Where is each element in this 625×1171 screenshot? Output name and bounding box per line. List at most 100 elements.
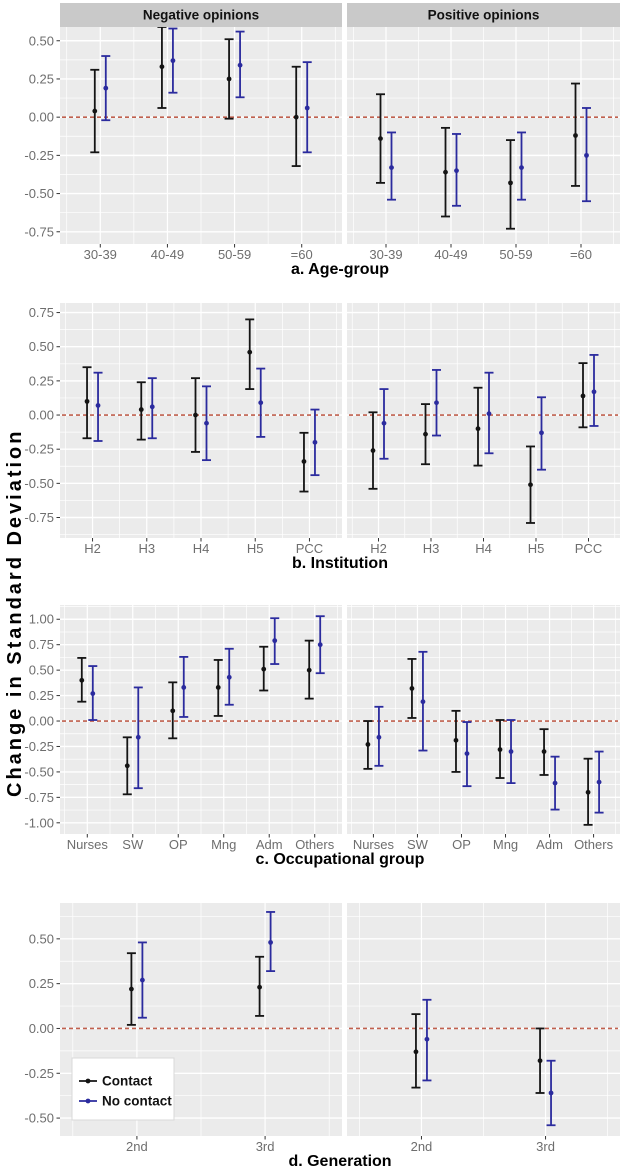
- point-estimate: [170, 708, 176, 714]
- series-contact: [90, 27, 301, 167]
- y-tick-label: -0.75: [24, 224, 54, 239]
- point-estimate: [424, 1036, 430, 1042]
- y-tick-label: 0.50: [29, 931, 54, 946]
- point-estimate: [443, 169, 448, 175]
- legend-label: No contact: [102, 1094, 172, 1109]
- point-estimate: [247, 349, 253, 355]
- facet-strip-label: Positive opinions: [428, 8, 540, 23]
- point-estimate: [381, 420, 387, 426]
- point-estimate: [378, 136, 383, 141]
- x-tick-label: =60: [570, 247, 592, 262]
- x-tick-label: Nurses: [67, 837, 109, 852]
- point-estimate: [306, 667, 312, 673]
- x-tick-label: Others: [574, 837, 614, 852]
- x-tick-label: H5: [247, 541, 264, 556]
- x-tick-label: 40-49: [434, 247, 467, 262]
- panel-a: Negative opinions Positive opinions 30-39 4…: [24, 3, 620, 278]
- x-tick-label: 30-39: [369, 247, 402, 262]
- x-tick-label: H2: [370, 541, 387, 556]
- y-tick-label: -1.00: [24, 815, 54, 830]
- y-tick-label: 0.00: [29, 408, 54, 423]
- legend-entry-contact: Contact: [79, 1074, 153, 1089]
- x-tick-label: 3rd: [536, 1139, 555, 1154]
- series-contact: [411, 1013, 545, 1094]
- y-tick-label: 0.25: [29, 71, 54, 86]
- x-tick-label: H2: [84, 541, 101, 556]
- x-tick-label: 2nd: [411, 1139, 433, 1154]
- panel-b: H2 H3 H4 H5 PCC H2 H3 H4 H5 PCC 0.75 0.50 0.25 0.00 -0…: [24, 303, 620, 572]
- point-estimate: [486, 411, 492, 417]
- series-contact: [82, 318, 309, 493]
- point-estimate: [317, 642, 323, 648]
- legend-box: [71, 1057, 175, 1121]
- facet-strip-label: Negative opinions: [143, 8, 259, 23]
- x-tick-label: =60: [291, 247, 313, 262]
- point-estimate: [140, 977, 145, 983]
- facet-strip: [347, 3, 620, 27]
- series-no-contact: [88, 615, 325, 790]
- series-no-contact: [93, 367, 320, 477]
- point-estimate: [541, 749, 547, 754]
- y-tick-label: -0.75: [24, 790, 54, 805]
- x-tick-label: Others: [295, 837, 335, 852]
- series-no-contact: [137, 911, 276, 1019]
- point-estimate: [90, 691, 96, 696]
- y-tick-label: -0.75: [24, 510, 54, 525]
- x-tick-label: 40-49: [151, 247, 184, 262]
- point-estimate: [257, 984, 262, 990]
- point-estimate: [301, 459, 307, 464]
- y-tick-label: 0.25: [29, 976, 54, 991]
- panel-c: Nurses SW OP Mng Adm Others Nurses SW OP Mng Adm Ot…: [24, 605, 620, 868]
- point-estimate: [181, 685, 187, 690]
- x-tick-label: PCC: [575, 541, 602, 556]
- point-estimate: [84, 398, 90, 404]
- y-tick-label: 0.25: [29, 373, 54, 388]
- point-estimate: [92, 108, 98, 114]
- point-estimate: [268, 940, 273, 945]
- panel-d: 2nd 3rd 2nd 3rd 0.50 0.25 0.00 -0.25 -0.50 d. Gen…: [24, 903, 620, 1170]
- y-tick-label: -0.50: [24, 1111, 54, 1126]
- point-estimate: [365, 742, 371, 747]
- point-estimate: [454, 168, 459, 174]
- point-estimate: [272, 638, 278, 644]
- x-tick-label: H4: [475, 541, 492, 556]
- series-contact: [368, 362, 588, 524]
- x-tick-label: H5: [528, 541, 545, 556]
- point-estimate: [580, 393, 586, 399]
- point-estimate: [149, 404, 155, 410]
- point-estimate: [95, 403, 101, 408]
- point-estimate: [159, 64, 165, 70]
- point-estimate: [552, 780, 558, 786]
- point-estimate: [584, 152, 589, 158]
- x-tick-label: SW: [407, 837, 429, 852]
- y-tick-label: -0.25: [24, 739, 54, 754]
- series-no-contact: [387, 107, 591, 207]
- x-tick-label: PCC: [296, 541, 323, 556]
- y-tick-label: 0.50: [29, 33, 54, 48]
- legend: Contact No contact: [71, 1057, 175, 1121]
- point-estimate: [215, 685, 221, 690]
- point-estimate: [193, 412, 198, 418]
- point-estimate: [226, 76, 232, 82]
- series-no-contact: [422, 998, 556, 1127]
- x-tick-label: Adm: [256, 837, 283, 852]
- point-estimate: [79, 677, 85, 683]
- y-tick-label: -0.25: [24, 148, 54, 163]
- series-no-contact: [101, 27, 312, 154]
- x-axis-title: c. Occupational group: [256, 851, 425, 868]
- gridlines: [347, 605, 620, 834]
- point-estimate: [261, 666, 267, 672]
- x-tick-label: 30-39: [84, 247, 117, 262]
- point-estimate: [573, 133, 578, 138]
- legend-key-point: [85, 1098, 91, 1104]
- point-estimate: [413, 1049, 419, 1055]
- point-estimate: [129, 986, 134, 992]
- x-tick-label: 50-59: [499, 247, 532, 262]
- y-axis-title: Change in Standard Deviation: [4, 428, 26, 797]
- point-estimate: [312, 439, 318, 445]
- point-estimate: [135, 734, 141, 740]
- gridlines: [347, 903, 620, 1136]
- y-tick-label: -0.25: [24, 442, 54, 457]
- x-axis-title: a. Age-group: [291, 261, 389, 278]
